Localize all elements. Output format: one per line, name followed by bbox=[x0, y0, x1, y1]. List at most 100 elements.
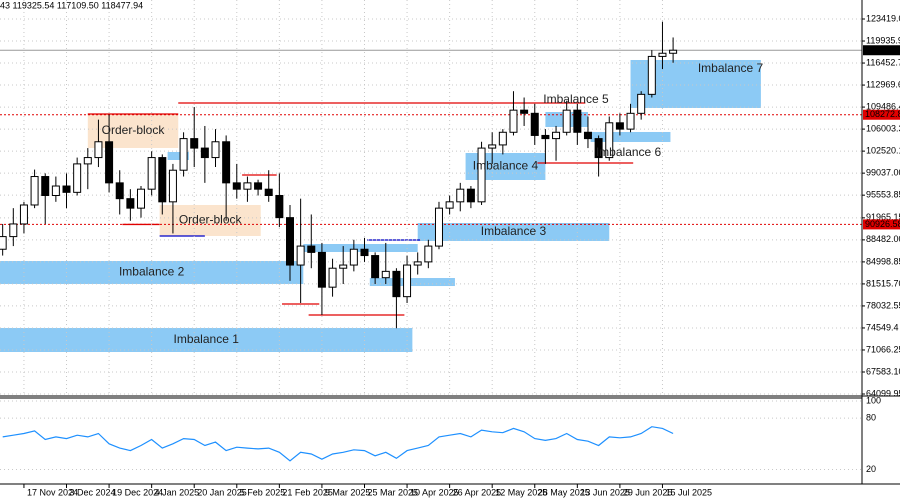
candle-body bbox=[541, 134, 550, 140]
candle-body bbox=[30, 176, 39, 206]
candle-body bbox=[381, 270, 390, 279]
candle-body bbox=[179, 138, 188, 171]
candle-body bbox=[498, 131, 507, 146]
x-tick-label: 28 May 2025 bbox=[538, 487, 590, 497]
candle-body bbox=[296, 245, 305, 266]
y-tick-label: 109486.45 bbox=[866, 101, 900, 111]
zone-label: Imbalance 3 bbox=[481, 224, 547, 238]
x-tick-label: 15 Jul 2025 bbox=[665, 487, 712, 497]
candle-body bbox=[9, 223, 18, 238]
candle-body bbox=[445, 201, 454, 209]
price-tag bbox=[863, 219, 900, 230]
candle-body bbox=[424, 245, 433, 263]
candle-body bbox=[605, 122, 614, 159]
y-tick-label: 102520.15 bbox=[866, 145, 900, 155]
osc-tick-label: 100 bbox=[866, 395, 881, 405]
candle-body bbox=[573, 109, 582, 133]
zone bbox=[417, 222, 610, 242]
candle-body bbox=[115, 182, 124, 200]
candle-body bbox=[94, 141, 103, 159]
candle-body bbox=[211, 141, 220, 159]
candle-body bbox=[392, 270, 401, 298]
y-tick-label: 67583.10 bbox=[866, 366, 900, 376]
candle-body bbox=[552, 131, 561, 140]
candle-body bbox=[254, 182, 263, 190]
x-tick-label: 29 Jun 2025 bbox=[623, 487, 673, 497]
zone-label: Imbalance 6 bbox=[596, 145, 662, 159]
zone bbox=[159, 204, 261, 236]
price-tag-label: 108272.88 bbox=[865, 109, 900, 119]
zone bbox=[0, 328, 413, 352]
y-tick-label: 71066.25 bbox=[866, 344, 900, 354]
x-tick-label: 13 Jun 2025 bbox=[580, 487, 630, 497]
candle-body bbox=[466, 188, 475, 203]
zone-label: Imbalance 5 bbox=[543, 92, 609, 106]
zone bbox=[167, 152, 189, 160]
oscillator-line bbox=[2, 426, 674, 462]
candle-body bbox=[275, 195, 284, 219]
candle-body bbox=[83, 157, 92, 165]
candle-body bbox=[147, 157, 156, 190]
zone-label: Imbalance 1 bbox=[174, 332, 240, 346]
y-tick-label: 106003.3 bbox=[866, 123, 900, 133]
candle-body bbox=[168, 169, 177, 203]
x-tick-label: 3 Dec 2024 bbox=[70, 487, 116, 497]
candle-body bbox=[509, 109, 518, 133]
x-tick-label: 12 May 2025 bbox=[495, 487, 547, 497]
ohlc-header: 43 119325.54 117109.50 118477.94 bbox=[0, 0, 143, 10]
y-tick-label: 123419.05 bbox=[866, 13, 900, 23]
y-tick-label: 95553.85 bbox=[866, 190, 900, 200]
candle-body bbox=[637, 93, 646, 114]
candle-body bbox=[243, 182, 252, 190]
candle-body bbox=[137, 188, 146, 209]
last-price-tag bbox=[863, 45, 900, 56]
candle-body bbox=[594, 138, 603, 159]
zone-label: Imbalance 7 bbox=[698, 61, 764, 75]
candle-body bbox=[456, 188, 465, 203]
candle-body bbox=[615, 122, 624, 130]
y-tick-label: 119935.90 bbox=[866, 35, 900, 45]
x-tick-label: 5 Feb 2025 bbox=[240, 487, 286, 497]
y-tick-label: 74549.4 bbox=[866, 322, 899, 332]
zone-label: Order-block bbox=[102, 123, 166, 137]
candle-body bbox=[41, 176, 50, 197]
candle-body bbox=[200, 147, 209, 159]
candle-body bbox=[126, 198, 135, 209]
x-tick-label: 21 Feb 2025 bbox=[282, 487, 333, 497]
price-tag-label: 90926.58 bbox=[865, 219, 900, 229]
candle-body bbox=[158, 157, 167, 203]
candle-body bbox=[669, 49, 678, 54]
x-tick-label: 9 Mar 2025 bbox=[325, 487, 371, 497]
y-tick-label: 99037.00 bbox=[866, 168, 900, 178]
candle-body bbox=[317, 251, 326, 288]
candle-body bbox=[520, 109, 529, 114]
y-tick-label: 84998.85 bbox=[866, 256, 900, 266]
candle-body bbox=[403, 264, 412, 298]
candle-body bbox=[477, 147, 486, 203]
x-tick-label: 17 Nov 2024 bbox=[27, 487, 78, 497]
x-tick-label: 20 Jan 2025 bbox=[197, 487, 247, 497]
candle-body bbox=[232, 182, 241, 190]
candle-body bbox=[328, 267, 337, 288]
zone-label: Order-block bbox=[179, 213, 243, 227]
candle-body bbox=[626, 112, 635, 130]
candle-body bbox=[583, 131, 592, 140]
candle-body bbox=[658, 52, 667, 57]
candle-body bbox=[360, 248, 369, 257]
x-tick-label: 4 Jan 2025 bbox=[155, 487, 200, 497]
zone-label: Imbalance 4 bbox=[473, 159, 539, 173]
y-tick-label: 91965.15 bbox=[866, 212, 900, 222]
candle-body bbox=[19, 204, 28, 225]
candle-body bbox=[647, 55, 656, 95]
candle-body bbox=[51, 185, 60, 197]
y-tick-label: 64099.95 bbox=[866, 388, 900, 398]
candle-body bbox=[307, 245, 316, 253]
price-tag bbox=[863, 109, 900, 120]
x-tick-label: 25 Mar 2025 bbox=[367, 487, 418, 497]
candle-body bbox=[73, 163, 82, 193]
osc-tick-label: 20 bbox=[866, 464, 876, 474]
candle-body bbox=[413, 261, 422, 266]
